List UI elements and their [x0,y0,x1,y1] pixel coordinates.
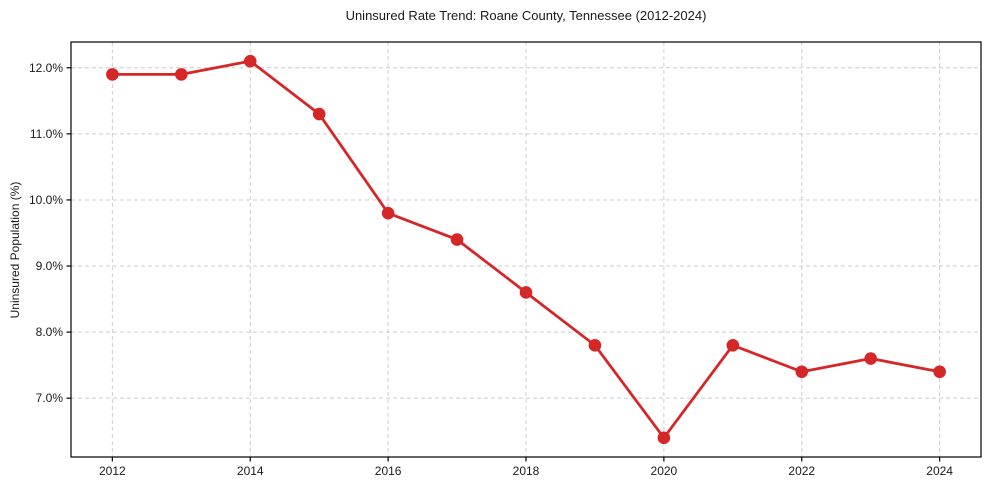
data-point [726,339,740,352]
x-tick-label: 2016 [375,464,402,478]
y-tick-label: 9.0% [36,259,64,273]
y-tick-label: 7.0% [36,391,64,405]
x-tick-label: 2014 [237,464,264,478]
chart-title: Uninsured Rate Trend: Roane County, Tenn… [345,8,707,23]
y-tick-label: 11.0% [30,127,63,141]
x-tick-label: 2024 [926,464,953,478]
data-point [450,233,464,246]
y-tick-label: 10.0% [29,193,63,207]
y-tick-label: 8.0% [36,325,64,339]
data-point [381,206,395,220]
data-point [795,365,809,379]
x-tick-label: 2018 [513,464,540,478]
data-point [519,286,533,299]
data-point [106,68,119,81]
data-point [243,54,257,68]
data-point [657,431,671,445]
data-point [312,107,326,121]
y-tick-label: 12.0% [29,61,63,75]
data-point [175,68,188,81]
data-point [933,365,946,379]
x-tick-label: 2012 [99,464,126,478]
data-point [864,352,877,365]
x-tick-label: 2020 [651,464,678,478]
data-point [588,339,602,352]
x-tick-label: 2022 [788,464,815,478]
